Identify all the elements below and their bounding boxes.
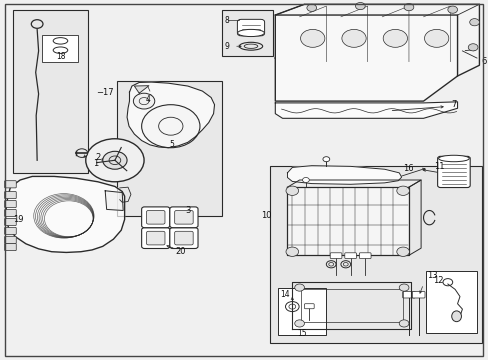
FancyBboxPatch shape [4, 243, 16, 251]
Bar [42, 35, 78, 62]
FancyBboxPatch shape [174, 211, 193, 224]
Circle shape [383, 30, 407, 47]
Text: 20: 20 [175, 247, 185, 256]
Text: 6: 6 [481, 57, 486, 66]
FancyBboxPatch shape [142, 228, 169, 248]
Text: 16: 16 [403, 164, 413, 173]
Polygon shape [287, 166, 401, 184]
Text: 7: 7 [450, 100, 456, 109]
FancyBboxPatch shape [4, 236, 16, 243]
FancyBboxPatch shape [344, 253, 356, 258]
FancyBboxPatch shape [411, 292, 424, 298]
FancyBboxPatch shape [304, 304, 313, 309]
Circle shape [294, 284, 304, 291]
Text: 10: 10 [261, 211, 271, 220]
FancyBboxPatch shape [329, 253, 341, 258]
Circle shape [469, 19, 478, 26]
Circle shape [285, 186, 298, 195]
Bar [270, 166, 481, 343]
Text: 4: 4 [145, 95, 150, 104]
Ellipse shape [438, 155, 468, 162]
Polygon shape [105, 191, 123, 211]
Polygon shape [287, 180, 420, 187]
Bar [222, 10, 272, 56]
Polygon shape [275, 102, 457, 118]
FancyBboxPatch shape [4, 210, 16, 217]
Text: 8: 8 [224, 15, 228, 24]
Ellipse shape [451, 311, 461, 321]
Text: 19: 19 [13, 215, 23, 224]
Polygon shape [275, 4, 478, 76]
FancyBboxPatch shape [169, 228, 198, 248]
FancyBboxPatch shape [4, 192, 16, 199]
Polygon shape [275, 15, 457, 101]
Circle shape [285, 247, 298, 256]
Polygon shape [134, 86, 149, 93]
Circle shape [341, 30, 366, 47]
Bar [117, 81, 222, 216]
FancyBboxPatch shape [4, 227, 16, 234]
Text: 14: 14 [280, 290, 289, 299]
Circle shape [424, 30, 448, 47]
Bar [425, 271, 476, 333]
Circle shape [302, 177, 309, 183]
Circle shape [85, 139, 144, 182]
Circle shape [133, 93, 154, 109]
Circle shape [294, 320, 304, 327]
FancyBboxPatch shape [359, 253, 370, 258]
Text: 18: 18 [56, 53, 65, 62]
Ellipse shape [237, 30, 264, 37]
Text: −17: −17 [96, 87, 114, 96]
Text: 12: 12 [432, 276, 443, 285]
Bar [13, 10, 88, 173]
Circle shape [398, 320, 408, 327]
Circle shape [322, 157, 329, 162]
Circle shape [396, 247, 408, 256]
FancyBboxPatch shape [174, 231, 193, 245]
Circle shape [300, 30, 324, 47]
FancyBboxPatch shape [4, 201, 16, 208]
Circle shape [447, 6, 457, 13]
Circle shape [403, 4, 413, 11]
Text: 11: 11 [433, 162, 444, 171]
Circle shape [396, 186, 408, 195]
Bar [277, 288, 325, 335]
Polygon shape [5, 176, 124, 252]
Text: 9: 9 [224, 42, 229, 51]
FancyBboxPatch shape [437, 156, 469, 188]
FancyBboxPatch shape [4, 219, 16, 226]
Text: 1: 1 [93, 159, 99, 168]
Circle shape [142, 105, 200, 148]
Circle shape [76, 149, 87, 157]
FancyBboxPatch shape [146, 211, 164, 224]
FancyBboxPatch shape [237, 19, 264, 36]
Text: 15: 15 [297, 329, 306, 338]
Text: 13: 13 [427, 270, 437, 279]
Text: 3: 3 [185, 206, 190, 215]
Circle shape [355, 3, 365, 10]
FancyBboxPatch shape [169, 207, 198, 228]
Polygon shape [127, 82, 214, 148]
Text: 5: 5 [169, 140, 174, 149]
FancyBboxPatch shape [402, 292, 414, 298]
Circle shape [306, 4, 316, 12]
Polygon shape [408, 180, 420, 255]
Circle shape [102, 151, 127, 169]
FancyBboxPatch shape [4, 181, 16, 188]
FancyBboxPatch shape [146, 231, 164, 245]
FancyBboxPatch shape [142, 207, 169, 228]
Polygon shape [287, 187, 408, 255]
Polygon shape [120, 187, 131, 202]
Text: 2: 2 [95, 153, 101, 162]
Circle shape [468, 44, 477, 51]
Circle shape [398, 284, 408, 291]
